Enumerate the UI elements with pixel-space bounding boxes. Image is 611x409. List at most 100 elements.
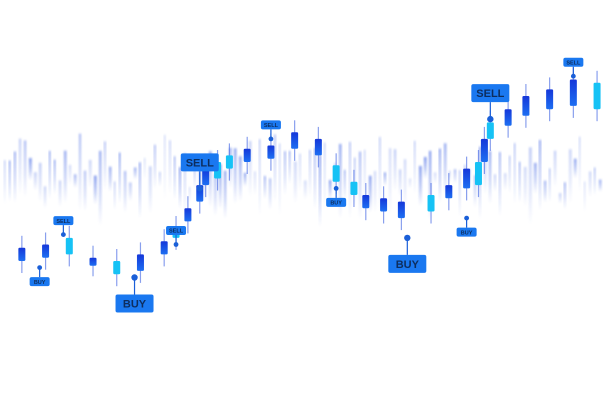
background-wisp (489, 151, 492, 205)
background-wisp (434, 172, 437, 184)
background-wisp (54, 159, 56, 195)
background-wisp (24, 140, 27, 198)
background-wisp (539, 139, 541, 211)
candle (474, 150, 482, 198)
signal-label-box (388, 254, 427, 273)
background-wisp (259, 139, 261, 217)
background-wisp (269, 178, 272, 210)
background-wisp (139, 162, 141, 219)
background-wisp (119, 152, 121, 204)
background-wisp (379, 137, 381, 210)
background-wisp (524, 167, 527, 208)
background-wisp (79, 133, 82, 211)
background-wisp (374, 171, 377, 213)
signal-label-text: SELL (186, 157, 214, 169)
candle-body (184, 208, 192, 222)
candle (546, 77, 554, 122)
candle-body (113, 261, 121, 275)
background-wisp (364, 149, 366, 203)
background-wisp (179, 167, 181, 209)
background-wisp (9, 160, 11, 202)
background-wisp (319, 155, 321, 228)
background-wisp (389, 148, 392, 216)
sell-signal: SELL (260, 120, 281, 142)
background-wisp (529, 147, 532, 226)
signal-label-box (563, 57, 584, 67)
candle-body (136, 254, 144, 271)
background-wisp (189, 187, 191, 203)
background-wisp (544, 180, 547, 203)
candle-body (362, 195, 370, 209)
background-wisp (69, 165, 72, 185)
signal-label-box (53, 216, 74, 226)
background-wisp (214, 173, 217, 216)
background-wisp (234, 148, 237, 205)
candle-body (65, 237, 73, 255)
candle (445, 173, 453, 211)
background-wisp (274, 134, 276, 203)
candle-body (522, 96, 530, 116)
buy-signal: BUY (115, 274, 154, 313)
background-wisp (499, 152, 501, 217)
signal-label-box (29, 277, 50, 287)
background-wisp (289, 150, 291, 185)
candle-body (243, 148, 251, 162)
background-wisp (599, 179, 602, 192)
background-wisp (414, 140, 416, 195)
candle (463, 156, 471, 201)
background-wisp (449, 170, 451, 182)
candle-body (225, 155, 233, 169)
background-wisp (249, 140, 252, 198)
signal-dot (570, 73, 576, 79)
background-wisp (474, 175, 477, 208)
background-wisp (424, 157, 427, 179)
signal-label-box (326, 197, 347, 207)
candle-body (427, 195, 435, 212)
signal-label-text: BUY (461, 230, 473, 236)
signal-dot (404, 234, 411, 242)
background-wisp (94, 175, 97, 205)
background-wisp (49, 150, 51, 200)
candle-body (89, 257, 97, 266)
signals-layer: BUY SELL BUY SELL SELL SELL BUY BUY BUY SELL SELL (29, 57, 584, 313)
candle (593, 70, 601, 122)
signal-dot (333, 186, 339, 191)
signal-label-text: BUY (330, 201, 342, 207)
candle (427, 183, 435, 224)
candle-body (350, 181, 358, 195)
background-wisp (309, 149, 311, 198)
background-wisp (459, 170, 461, 218)
signal-label-box (115, 294, 154, 313)
background-wisp (554, 150, 557, 188)
background-wisp (429, 150, 432, 221)
signal-label-box (456, 227, 477, 237)
signal-label-box (260, 120, 281, 130)
background-wisp (44, 186, 47, 209)
candle-body (267, 145, 275, 159)
candle-body (445, 185, 453, 199)
background-wisp (194, 165, 196, 189)
background-wisp (74, 174, 77, 188)
signal-dot (464, 215, 470, 221)
background-wisp (314, 148, 316, 210)
candle-body (569, 79, 577, 106)
candle (480, 126, 488, 174)
signal-label-text: SELL (264, 123, 279, 129)
candle-body (504, 109, 512, 126)
candle-body (380, 198, 388, 212)
background-wisp (359, 151, 362, 220)
background-wisp (264, 176, 266, 199)
candle-body (546, 89, 554, 110)
sell-signal: SELL (471, 84, 510, 123)
candle (397, 189, 405, 231)
background-wisp (569, 149, 572, 204)
signal-label-box (180, 153, 219, 172)
background-wisp (184, 153, 186, 214)
background-wisp (504, 173, 507, 191)
background-wisp (509, 155, 511, 194)
background-wisp (344, 169, 346, 200)
candle-body (18, 247, 26, 261)
background-wisp (109, 166, 112, 192)
background-wisp (419, 165, 422, 207)
signal-label-text: SELL (56, 219, 71, 225)
